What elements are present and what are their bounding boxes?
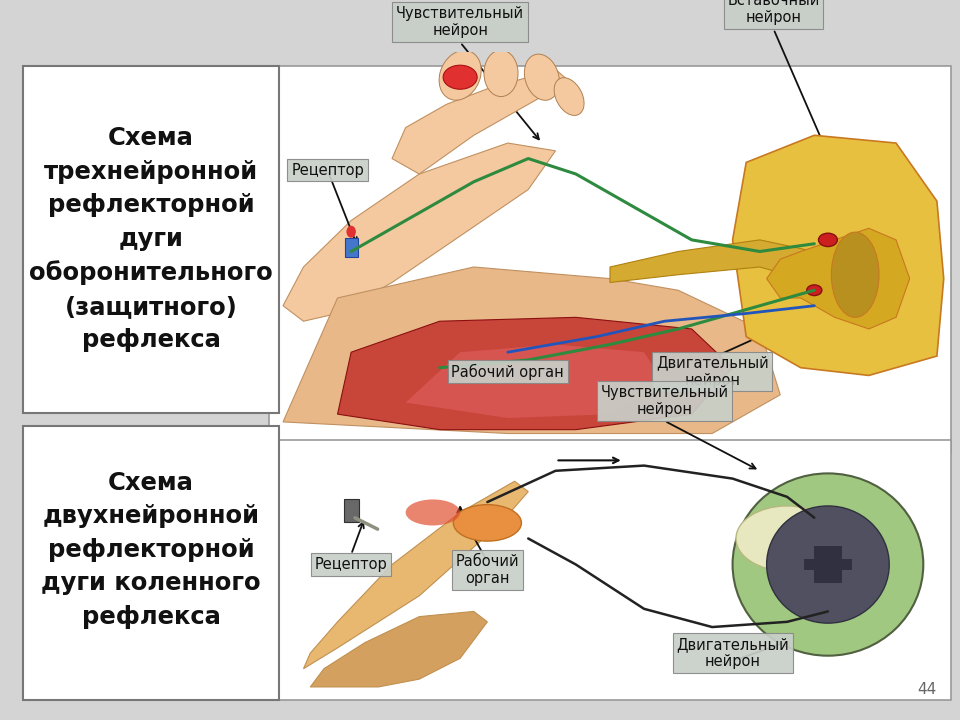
Text: Схема
двухнейронной
рефлекторной
дуги коленного
рефлекса: Схема двухнейронной рефлекторной дуги ко… [41, 471, 261, 629]
Text: 44: 44 [917, 682, 936, 697]
Polygon shape [283, 143, 556, 321]
Circle shape [819, 233, 837, 246]
FancyBboxPatch shape [23, 66, 278, 413]
Text: Рецептор: Рецептор [315, 557, 388, 572]
Polygon shape [283, 267, 780, 433]
Ellipse shape [406, 500, 460, 526]
Ellipse shape [554, 78, 584, 115]
FancyBboxPatch shape [270, 66, 950, 453]
Ellipse shape [439, 50, 481, 100]
FancyBboxPatch shape [345, 238, 358, 257]
FancyBboxPatch shape [814, 546, 842, 582]
Polygon shape [767, 228, 910, 329]
Polygon shape [732, 135, 944, 375]
Polygon shape [338, 318, 732, 430]
Text: Двигательный
нейрон: Двигательный нейрон [656, 356, 769, 388]
Ellipse shape [831, 232, 879, 318]
Text: Чувствительный
нейрон: Чувствительный нейрон [396, 6, 524, 38]
Text: Двигательный
нейрон: Двигательный нейрон [676, 637, 789, 670]
Text: Вставочный
нейрон: Вставочный нейрон [728, 0, 820, 25]
FancyBboxPatch shape [270, 439, 950, 700]
Text: Рабочий
орган: Рабочий орган [456, 554, 519, 586]
Ellipse shape [524, 54, 560, 100]
FancyBboxPatch shape [804, 559, 852, 570]
FancyBboxPatch shape [344, 499, 359, 523]
Ellipse shape [767, 506, 889, 623]
Polygon shape [303, 481, 528, 669]
Circle shape [806, 285, 822, 296]
Polygon shape [392, 69, 569, 174]
Ellipse shape [732, 473, 924, 656]
Text: Рабочий орган: Рабочий орган [451, 364, 564, 379]
Ellipse shape [484, 50, 518, 96]
Polygon shape [310, 611, 488, 687]
Polygon shape [406, 344, 664, 418]
FancyBboxPatch shape [23, 426, 278, 700]
Text: Чувствительный
нейрон: Чувствительный нейрон [600, 384, 729, 417]
Ellipse shape [347, 226, 356, 238]
Ellipse shape [453, 505, 521, 541]
Ellipse shape [736, 506, 838, 571]
Text: Схема
трехнейронной
рефлекторной
дуги
оборонительного
(защитного)
рефлекса: Схема трехнейронной рефлекторной дуги об… [30, 126, 273, 352]
Circle shape [444, 66, 477, 89]
Text: Рецептор: Рецептор [291, 163, 364, 178]
Polygon shape [610, 240, 814, 282]
